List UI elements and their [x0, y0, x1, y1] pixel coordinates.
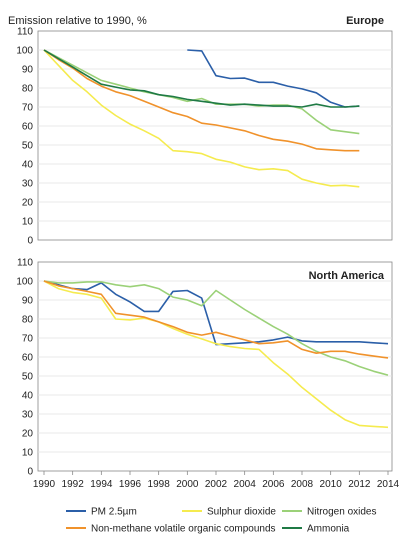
north-america-plot-frame [37, 261, 393, 472]
y-tick-label: 80 [22, 84, 34, 95]
x-tick-label: 2000 [176, 479, 199, 490]
legend-label: Ammonia [307, 524, 350, 535]
series-line-non-methane-volatile-organic-compounds [43, 280, 389, 359]
series-line-non-methane-volatile-organic-compounds [43, 49, 360, 152]
y-tick-label: 50 [22, 372, 34, 383]
y-tick-label: 90 [22, 296, 34, 307]
x-tick-label: 2008 [291, 479, 314, 490]
y-tick-label: 70 [22, 103, 34, 114]
x-tick-label: 1994 [90, 479, 113, 490]
europe-series-lines [43, 49, 360, 188]
series-line-ammonia [43, 49, 360, 108]
y-tick-label: 30 [22, 410, 34, 421]
y-tick-label: 100 [16, 277, 33, 288]
series-line-sulphur-dioxide [43, 49, 360, 188]
x-tick-label: 2010 [320, 479, 343, 490]
y-tick-label: 30 [22, 179, 34, 190]
north-america-gridlines [38, 280, 392, 453]
y-tick-label: 110 [17, 258, 33, 269]
x-tick-label: 2014 [377, 479, 400, 490]
legend-label: Nitrogen oxides [307, 507, 376, 518]
y-tick-label: 100 [16, 46, 33, 57]
x-tick-label: 2012 [348, 479, 371, 490]
y-tick-label: 40 [22, 160, 34, 171]
series-line-nitrogen-oxides [43, 280, 389, 376]
y-tick-label: 20 [22, 429, 34, 440]
legend-label: Sulphur dioxide [207, 507, 276, 518]
y-tick-label: 10 [22, 217, 34, 228]
y-tick-label: 80 [22, 315, 34, 326]
north-america-panel: North America 0 10 20 30 40 50 60 70 80 90 100 110 [16, 258, 393, 478]
europe-gridlines [38, 49, 392, 222]
x-tick-label: 2006 [262, 479, 285, 490]
europe-plot-frame [37, 30, 393, 241]
x-tick-label: 2004 [234, 479, 257, 490]
y-tick-label: 110 [17, 27, 33, 38]
y-tick-label: 50 [22, 141, 34, 152]
legend-label: PM 2.5µm [91, 507, 137, 518]
europe-y-ticks: 0 10 20 30 40 50 60 70 80 90 100 110 [16, 27, 33, 247]
y-tick-label: 0 [27, 467, 33, 478]
europe-panel: Emission relative to 1990, % Europe 0 10 2… [8, 15, 393, 247]
region-label-north-america: North America [309, 270, 385, 282]
x-axis-ticks: 1990 1992 1994 1996 1998 2000 2002 2004 2006 2008… [33, 471, 400, 490]
y-tick-label: 0 [27, 236, 33, 247]
y-tick-label: 40 [22, 391, 34, 402]
x-tick-label: 1998 [148, 479, 171, 490]
y-axis-title: Emission relative to 1990, % [8, 15, 147, 27]
y-tick-label: 10 [22, 448, 34, 459]
y-tick-label: 90 [22, 65, 34, 76]
x-tick-label: 1990 [33, 479, 56, 490]
legend-label: Non-methane volatile organic compounds [91, 524, 276, 535]
legend: PM 2.5µm Sulphur dioxide Nitrogen oxides No… [66, 507, 376, 535]
series-line-nitrogen-oxides [43, 49, 360, 135]
x-tick-label: 1992 [62, 479, 85, 490]
x-tick-label: 1996 [119, 479, 142, 490]
region-label-europe: Europe [346, 15, 384, 27]
north-america-y-ticks: 0 10 20 30 40 50 60 70 80 90 100 110 [16, 258, 33, 478]
series-line-pm-2-5-m [43, 280, 389, 346]
y-tick-label: 20 [22, 198, 34, 209]
y-tick-label: 70 [22, 334, 34, 345]
y-tick-label: 60 [22, 122, 34, 133]
series-line-sulphur-dioxide [43, 280, 389, 429]
x-tick-label: 2002 [205, 479, 228, 490]
north-america-series-lines [43, 280, 389, 429]
y-tick-label: 60 [22, 353, 34, 364]
series-line-pm-2-5-m [187, 49, 360, 108]
